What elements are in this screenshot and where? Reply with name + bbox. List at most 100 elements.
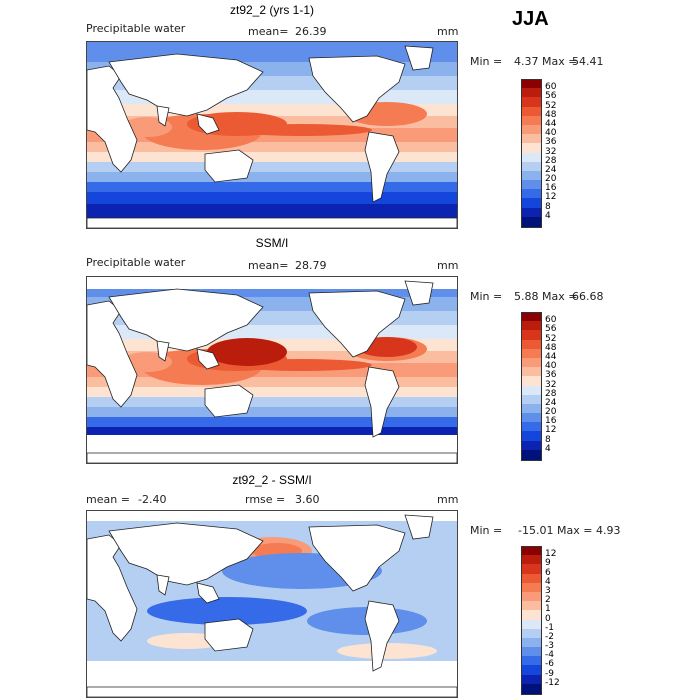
- field-cell: [87, 511, 457, 521]
- colorbar-tick-label: 20: [545, 407, 557, 418]
- panel-1-unit: mm: [437, 25, 459, 38]
- continent-outline: [404, 514, 434, 540]
- colorbar-swatch: [521, 330, 542, 341]
- field-cell: [87, 427, 457, 435]
- panel-1-mean-label: mean=: [248, 25, 289, 38]
- panel-2-land: [87, 280, 457, 463]
- panel-1-land: [87, 45, 457, 228]
- panel-1-mean-value: 26.39: [295, 25, 327, 38]
- colorbar-swatch: [521, 601, 542, 611]
- colorbar-tick-label: 48: [545, 342, 557, 353]
- continent-outline: [156, 105, 170, 127]
- continent-outline: [204, 149, 254, 183]
- panel-3-min-label: Min =: [470, 524, 503, 537]
- panel-1-map: [86, 41, 458, 229]
- colorbar-tick-label: 4: [545, 576, 551, 587]
- continent-outline: [364, 131, 400, 203]
- colorbar-swatch: [521, 582, 542, 593]
- colorbar-swatch: [521, 161, 542, 172]
- colorbar-tick-label: 52: [545, 100, 557, 111]
- panel-2-min-label: Min =: [470, 290, 503, 303]
- colorbar-swatch: [521, 628, 542, 639]
- continent-outline: [196, 348, 220, 370]
- colorbar-tick-label: 48: [545, 109, 557, 120]
- colorbar-swatch: [521, 189, 542, 199]
- colorbar-swatch: [521, 88, 542, 98]
- colorbar-tick-label: 12: [545, 192, 557, 203]
- colorbar-swatch: [521, 124, 542, 135]
- colorbar-swatch: [521, 591, 542, 602]
- colorbar-swatch: [521, 367, 542, 377]
- colorbar-swatch: [521, 170, 542, 181]
- colorbar-swatch: [521, 403, 542, 414]
- colorbar-swatch: [521, 683, 542, 695]
- colorbar-swatch: [521, 198, 542, 209]
- colorbar-tick-label: 0: [545, 613, 551, 624]
- colorbar-swatch: [521, 619, 542, 630]
- colorbar-tick-label: -6: [545, 659, 554, 670]
- field-cell: [87, 182, 457, 192]
- colorbar-tick-label: -4: [545, 650, 554, 661]
- colorbar-tick-label: 8: [545, 201, 551, 212]
- colorbar-tick-label: 60: [545, 315, 557, 326]
- continent-outline: [204, 384, 254, 418]
- panel-3-rmse-value: 3.60: [295, 493, 320, 506]
- continent-outline: [108, 53, 264, 117]
- continent-outline: [404, 45, 434, 71]
- field-cell: [87, 277, 457, 289]
- panel-3-rmse-label: rmse =: [245, 493, 286, 506]
- continent-outline: [404, 280, 434, 306]
- colorbar-swatch: [521, 385, 542, 396]
- colorbar-tick-label: 12: [545, 425, 557, 436]
- field-cell: [87, 162, 457, 172]
- panel-2-colorbar: 60 56 52 48 44 40 36 32 28 24 20 16 12 8 4: [521, 312, 556, 461]
- panel-1-min-value: 4.37: [514, 55, 539, 68]
- colorbar-swatch: [521, 449, 542, 461]
- colorbar-tick-label: 4: [545, 443, 551, 454]
- colorbar-swatch: [521, 637, 542, 648]
- panel-2-mean-value: 28.79: [295, 259, 327, 272]
- colorbar-tick-label: 20: [545, 174, 557, 185]
- colorbar-tick-label: -2: [545, 631, 554, 642]
- panel-3-mean-value: -2.40: [138, 493, 167, 506]
- colorbar-tick-label: 4: [545, 210, 551, 221]
- colorbar-tick-label: 56: [545, 324, 557, 335]
- colorbar-tick-label: -3: [545, 641, 554, 652]
- field-cell: [87, 387, 457, 397]
- continent-outline: [87, 217, 457, 228]
- continent-outline: [364, 600, 400, 672]
- colorbar-swatch: [521, 207, 542, 218]
- continent-outline: [204, 618, 254, 652]
- colorbar-tick-label: 32: [545, 379, 557, 390]
- colorbar-swatch: [521, 106, 542, 117]
- panel-2-min-value: 5.88: [514, 290, 539, 303]
- panel-3-min-value: -15.01: [518, 524, 554, 537]
- colorbar-swatch: [521, 656, 542, 666]
- colorbar-swatch: [521, 674, 542, 685]
- continent-outline: [108, 522, 264, 586]
- field-cell: [87, 142, 457, 152]
- colorbar-tick-label: 12: [545, 549, 557, 560]
- colorbar-tick-label: 40: [545, 361, 557, 372]
- panel-2-unit: mm: [437, 259, 459, 272]
- colorbar-swatch: [521, 115, 542, 126]
- field-cell: [87, 407, 457, 417]
- panel-3-unit: mm: [437, 493, 459, 506]
- panel-3-max-value: 4.93: [596, 524, 621, 537]
- colorbar-swatch: [521, 312, 542, 323]
- colorbar-swatch: [521, 573, 542, 584]
- colorbar-tick-label: 24: [545, 397, 557, 408]
- colorbar-swatch: [521, 216, 542, 228]
- field-blob: [147, 597, 307, 625]
- continent-outline: [87, 686, 457, 697]
- colorbar-swatch: [521, 431, 542, 442]
- colorbar-tick-label: 40: [545, 128, 557, 139]
- panel-1-max-value: 54.41: [572, 55, 604, 68]
- panel-3-max-label: Max =: [557, 524, 593, 537]
- panel-2-map: [86, 276, 458, 464]
- panel-1-min-label: Min =: [470, 55, 503, 68]
- panel-1-variable-label: Precipitable water: [86, 22, 186, 35]
- panel-3-colorbar: 12 9 6 4 3 2 1 0 -1 -2 -3 -4 -6 -9 -12: [521, 546, 560, 695]
- panel-3-land: [87, 514, 457, 697]
- colorbar-swatch: [521, 394, 542, 405]
